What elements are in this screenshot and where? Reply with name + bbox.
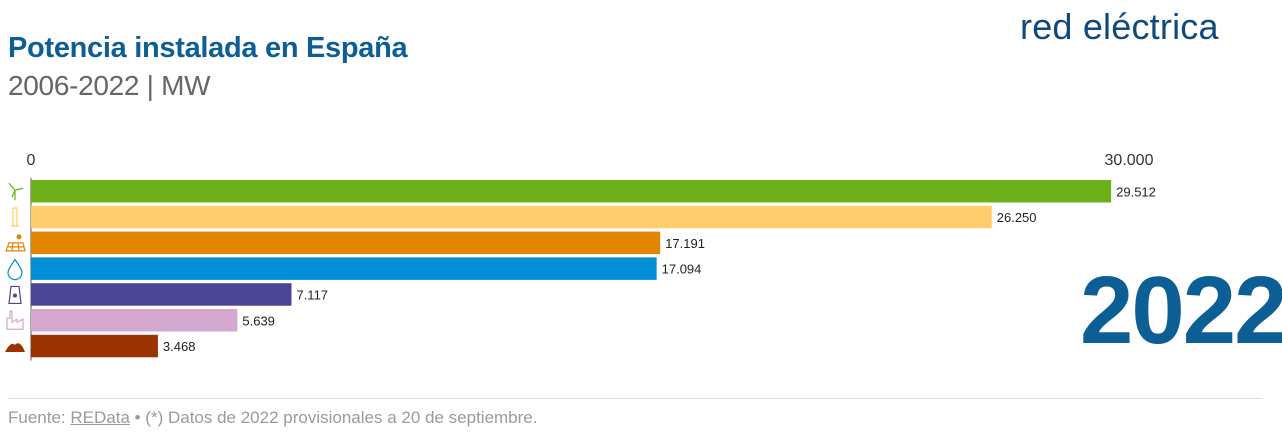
coal-pile-icon [5, 343, 25, 353]
footer-source: Fuente: REData • (*) Datos de 2022 provi… [8, 408, 537, 428]
x-tick-label: 30.000 [1105, 152, 1154, 169]
x-tick-label: 0 [27, 152, 36, 169]
bar [31, 309, 238, 332]
solar-panel-icon [11, 207, 19, 227]
redata-link[interactable]: REData [70, 408, 130, 427]
bar [31, 205, 992, 229]
factory-icon [6, 310, 24, 330]
solar-array-icon [5, 234, 26, 252]
nuclear-plant-icon [8, 285, 22, 305]
footer-note: • (*) Datos de 2022 provisionales a 20 d… [129, 408, 538, 427]
bar-chart: 0 30.000 29.512 26.250 17.191 17.094 7.117 5.63… [5, 152, 1156, 361]
wind-icon [8, 182, 24, 201]
bar [31, 180, 1112, 203]
value-label: 5.639 [242, 313, 275, 328]
water-drop-icon [7, 258, 23, 281]
value-label: 26.250 [997, 210, 1037, 225]
footer-divider [8, 398, 1262, 399]
footer-prefix: Fuente: [8, 408, 71, 427]
value-label: 29.512 [1116, 184, 1156, 199]
value-label: 7.117 [296, 287, 328, 302]
bar [31, 283, 292, 306]
value-label: 17.094 [662, 262, 702, 277]
chart-subtitle: 2006-2022 | MW [8, 70, 211, 101]
chart-title: Potencia instalada en España [8, 32, 408, 64]
value-label: 17.191 [665, 236, 705, 251]
bar [31, 334, 158, 358]
value-label: 3.468 [163, 339, 196, 354]
year-label: 2022 [1080, 257, 1282, 364]
red-electrica-logo: red eléctrica [1020, 6, 1219, 47]
bar [31, 231, 661, 255]
bar [31, 257, 657, 280]
